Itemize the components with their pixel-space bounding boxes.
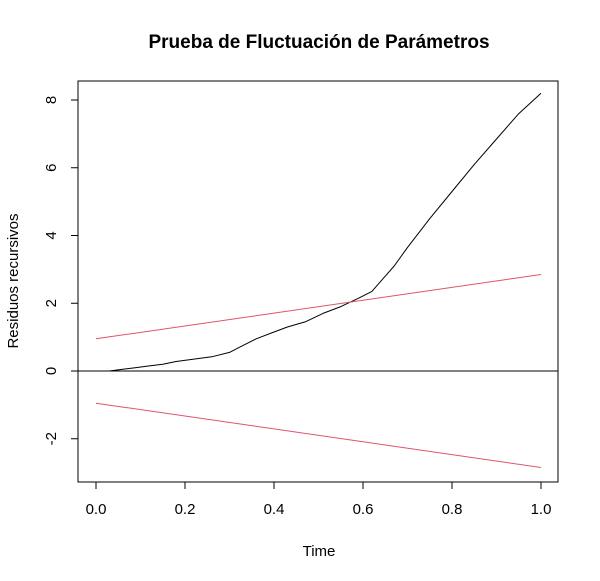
plot-frame [77, 80, 559, 483]
upper-boundary-line [95, 274, 542, 340]
y-tick-label: -2 [43, 432, 60, 445]
x-tick-label: 0.0 [86, 501, 107, 518]
x-tick-label: 0.6 [353, 501, 374, 518]
y-axis-label: Residuos recursivos [5, 213, 22, 348]
y-tick-label: 0 [43, 367, 60, 375]
fluctuation-process-line [109, 92, 542, 372]
x-tick-label: 1.0 [531, 501, 552, 518]
x-axis: 0.0 0.2 0.4 0.6 0.8 1.0 [86, 481, 552, 518]
y-tick-label: 8 [43, 96, 60, 104]
x-tick-label: 0.2 [175, 501, 196, 518]
y-tick-label: 6 [43, 164, 60, 172]
series-layer [78, 92, 558, 468]
y-tick-label: 4 [43, 231, 60, 239]
y-tick-label: 2 [43, 299, 60, 307]
lower-boundary-line [95, 402, 542, 468]
x-tick-label: 0.8 [442, 501, 463, 518]
x-axis-label: Time [303, 543, 336, 560]
x-tick-label: 0.4 [264, 501, 285, 518]
y-axis: -2 0 2 4 6 8 [43, 96, 79, 445]
chart-title: Prueba de Fluctuación de Parámetros [148, 32, 489, 53]
